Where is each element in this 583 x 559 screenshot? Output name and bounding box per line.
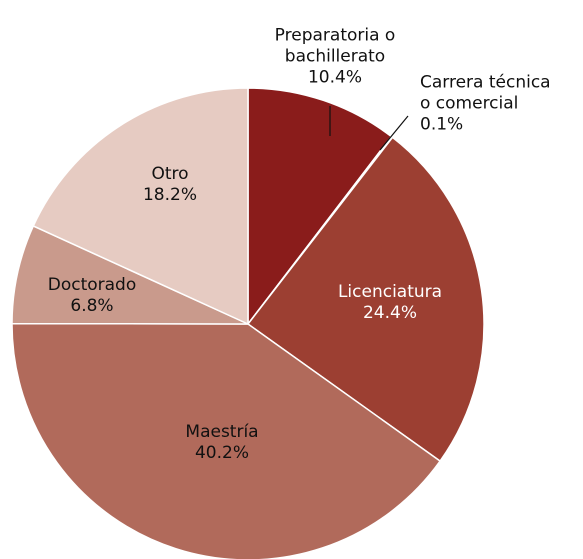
leader-line (379, 115, 409, 151)
slice-label: Maestría 40.2% (185, 422, 258, 464)
pie-slice (11, 322, 442, 559)
category-label: Maestría (185, 422, 259, 442)
value-label: 24.4% (362, 303, 418, 323)
category-label: Otro (151, 164, 189, 184)
value-label: 10.4% (307, 67, 362, 88)
category-label: Carrera técnica o comercial (420, 72, 551, 114)
slice-label: Otro 18.2% (143, 164, 197, 206)
value-label: 0.1% (420, 114, 464, 135)
category-label: Preparatoria o bachillerato (274, 25, 396, 67)
pie-slice (247, 87, 393, 327)
pie-slice (32, 87, 249, 326)
pie-slice (246, 136, 485, 463)
category-label: Licenciatura (337, 282, 443, 302)
slice-label: Licenciatura 24.4% (338, 282, 442, 324)
slice-label: Carrera técnica o comercial 0.1% (420, 73, 551, 136)
slice-label: Doctorado 6.8% (48, 275, 137, 317)
value-label: 18.2% (142, 185, 198, 205)
slice-label: Preparatoria o bachillerato 10.4% (275, 26, 396, 89)
value-label: 6.8% (70, 296, 114, 316)
value-label: 40.2% (194, 443, 250, 463)
category-label: Doctorado (47, 275, 137, 295)
